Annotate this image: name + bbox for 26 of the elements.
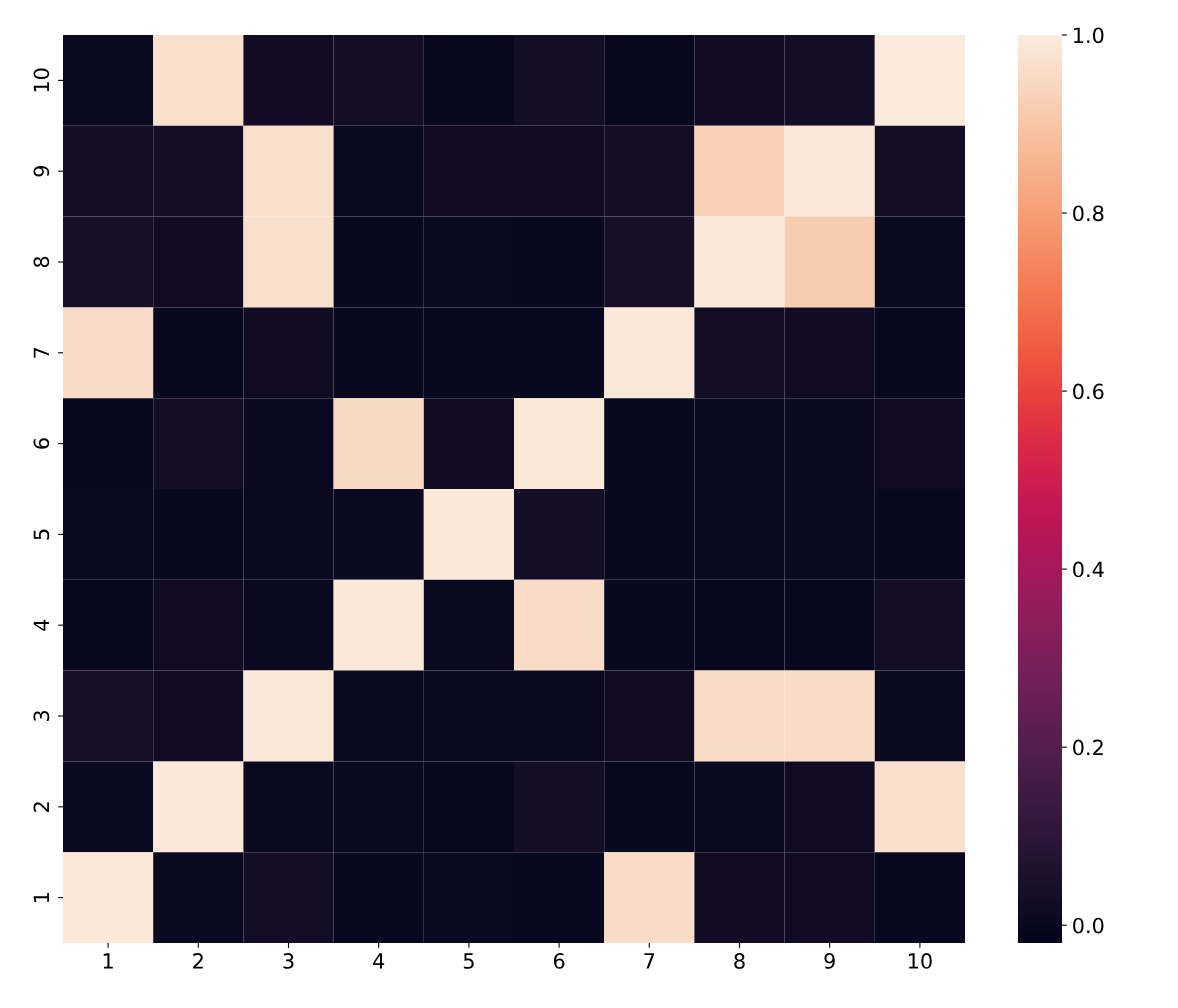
- color-bar-label: 0.6: [1073, 383, 1104, 400]
- y-tick-label: 2: [33, 802, 49, 812]
- y-tick-label: 5: [33, 529, 50, 540]
- color-bar-label: 0.4: [1073, 561, 1104, 578]
- y-tick-label: 6: [33, 438, 50, 449]
- x-tick-label: 2: [193, 953, 203, 969]
- color-bar-label: 0.8: [1073, 205, 1104, 222]
- x-tick-label: 4: [373, 953, 385, 969]
- y-tick-label: 3: [33, 711, 50, 722]
- color-bar-label: 0.2: [1073, 739, 1103, 756]
- x-tick-label: 7: [644, 953, 655, 969]
- x-tick-label: 8: [734, 953, 745, 969]
- y-tick-label: 1: [33, 892, 49, 902]
- x-tick-label: 5: [463, 953, 474, 969]
- x-tick-label: 6: [553, 953, 565, 969]
- x-tick-label: 3: [283, 953, 294, 969]
- color-bar-label: 0.0: [1073, 917, 1104, 934]
- x-tick-label: 10: [908, 953, 932, 969]
- y-tick-label: 9: [33, 166, 50, 177]
- y-tick-label: 10: [33, 68, 50, 92]
- y-tick-label: 8: [33, 256, 50, 268]
- y-tick-label: 7: [33, 347, 49, 358]
- x-tick-label: 1: [103, 953, 113, 969]
- x-tick-label: 9: [824, 953, 835, 969]
- y-tick-label: 4: [33, 619, 49, 631]
- color-bar-label: 1.0: [1074, 27, 1104, 44]
